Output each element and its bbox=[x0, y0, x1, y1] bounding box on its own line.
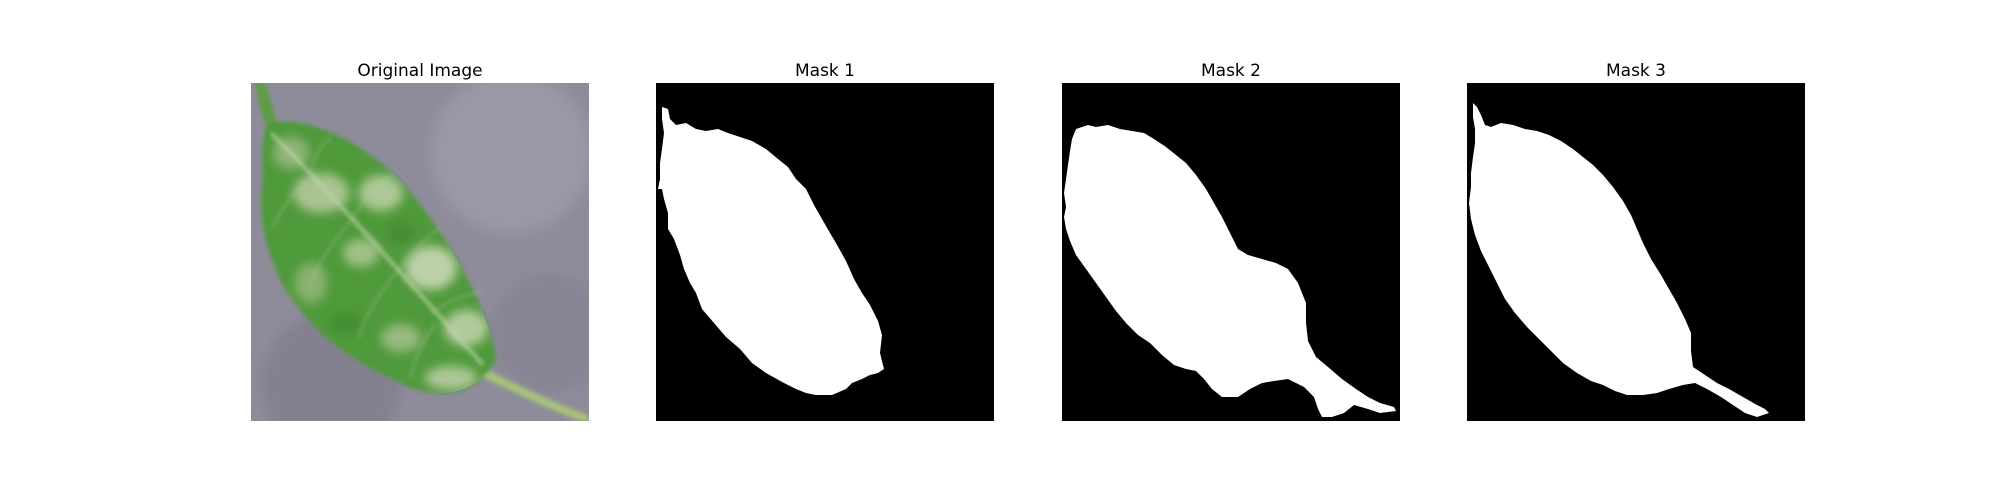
mask-2-image bbox=[1062, 83, 1400, 421]
mask-3-image bbox=[1467, 83, 1805, 421]
panel-mask-2: Mask 2 bbox=[1062, 59, 1400, 421]
mask-1-leaf bbox=[658, 107, 884, 395]
original-leaf-photo bbox=[251, 83, 589, 421]
leaf-tip bbox=[255, 83, 279, 133]
panel-mask-1: Mask 1 bbox=[656, 59, 994, 421]
leaf-stem bbox=[475, 365, 589, 421]
panel-title-mask-1: Mask 1 bbox=[794, 61, 855, 81]
mask-3-leaf bbox=[1469, 103, 1769, 417]
mask-2-leaf bbox=[1064, 125, 1396, 417]
leaf-midrib bbox=[269, 131, 485, 366]
panel-mask-3: Mask 3 bbox=[1467, 59, 1805, 421]
panel-original: Original Image bbox=[251, 59, 589, 421]
panel-title-mask-3: Mask 3 bbox=[1605, 61, 1666, 81]
mask-1-image bbox=[656, 83, 994, 421]
panel-title-original: Original Image bbox=[357, 61, 483, 81]
panel-title-mask-2: Mask 2 bbox=[1200, 61, 1261, 81]
